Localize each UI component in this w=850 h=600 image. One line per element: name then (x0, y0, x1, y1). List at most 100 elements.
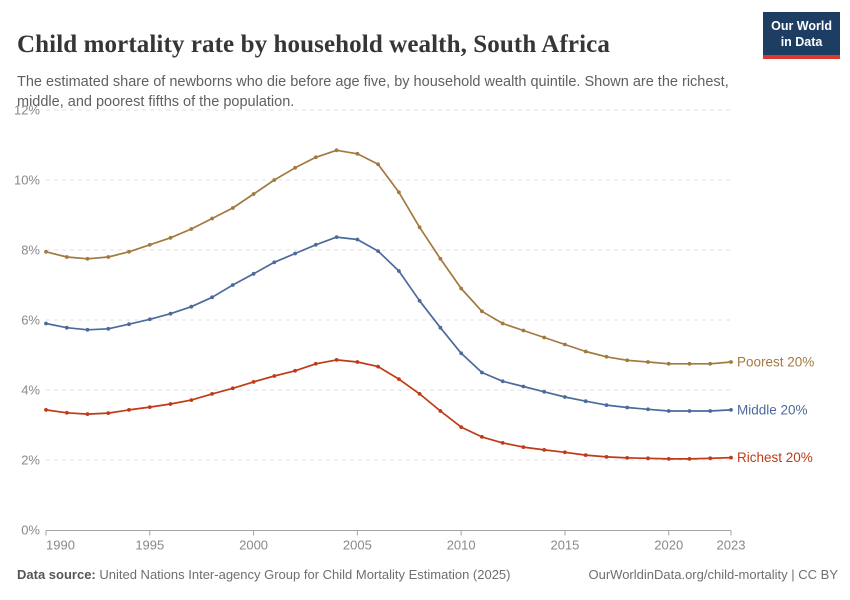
data-point-middle-20[interactable] (438, 325, 443, 330)
data-point-poorest-20[interactable] (521, 328, 526, 333)
data-point-richest-20[interactable] (106, 411, 111, 415)
data-point-richest-20[interactable] (189, 398, 194, 402)
data-point-richest-20[interactable] (604, 455, 609, 459)
data-point-middle-20[interactable] (646, 407, 650, 412)
data-point-poorest-20[interactable] (666, 361, 671, 366)
data-point-middle-20[interactable] (64, 325, 69, 330)
data-point-poorest-20[interactable] (708, 361, 713, 366)
data-point-poorest-20[interactable] (646, 360, 650, 364)
data-point-middle-20[interactable] (189, 304, 194, 309)
data-point-poorest-20[interactable] (480, 309, 484, 314)
data-point-richest-20[interactable] (44, 408, 48, 412)
data-point-middle-20[interactable] (563, 395, 567, 399)
series-line-richest-20[interactable] (45, 359, 732, 460)
data-point-middle-20[interactable] (313, 242, 318, 247)
data-point-poorest-20[interactable] (583, 349, 588, 354)
data-point-middle-20[interactable] (147, 317, 152, 322)
data-point-richest-20[interactable] (500, 441, 505, 445)
data-point-poorest-20[interactable] (106, 255, 111, 259)
data-point-poorest-20[interactable] (397, 190, 401, 195)
data-point-middle-20[interactable] (417, 298, 422, 303)
data-point-middle-20[interactable] (251, 271, 256, 276)
data-point-poorest-20[interactable] (85, 256, 90, 261)
data-point-richest-20[interactable] (666, 457, 671, 461)
data-point-richest-20[interactable] (708, 456, 713, 461)
data-point-richest-20[interactable] (147, 405, 152, 409)
data-point-middle-20[interactable] (480, 370, 484, 375)
data-point-richest-20[interactable] (334, 358, 339, 362)
data-point-middle-20[interactable] (604, 403, 609, 407)
data-point-poorest-20[interactable] (251, 192, 256, 196)
data-point-richest-20[interactable] (459, 425, 464, 429)
data-point-richest-20[interactable] (355, 360, 360, 364)
data-point-middle-20[interactable] (397, 269, 401, 273)
data-point-poorest-20[interactable] (625, 358, 630, 363)
data-point-poorest-20[interactable] (687, 361, 692, 366)
data-point-richest-20[interactable] (168, 402, 173, 406)
data-point-richest-20[interactable] (313, 361, 318, 366)
data-point-middle-20[interactable] (106, 326, 111, 331)
data-point-poorest-20[interactable] (355, 151, 360, 156)
data-point-poorest-20[interactable] (272, 178, 277, 182)
data-point-poorest-20[interactable] (168, 235, 173, 240)
data-point-richest-20[interactable] (521, 445, 526, 449)
data-point-poorest-20[interactable] (542, 335, 547, 340)
data-point-middle-20[interactable] (44, 321, 48, 326)
data-point-richest-20[interactable] (563, 450, 567, 455)
data-point-middle-20[interactable] (708, 409, 713, 413)
series-label-poorest-20[interactable]: Poorest 20% (737, 355, 814, 370)
data-point-middle-20[interactable] (500, 379, 505, 384)
data-point-middle-20[interactable] (168, 311, 173, 316)
data-point-poorest-20[interactable] (459, 286, 464, 291)
data-point-middle-20[interactable] (85, 327, 90, 332)
data-point-richest-20[interactable] (293, 368, 297, 373)
data-point-middle-20[interactable] (230, 283, 235, 287)
data-point-middle-20[interactable] (376, 249, 380, 254)
series-line-poorest-20[interactable] (45, 149, 732, 365)
data-point-poorest-20[interactable] (417, 225, 422, 230)
data-point-richest-20[interactable] (438, 409, 443, 413)
data-point-middle-20[interactable] (355, 237, 360, 242)
data-point-middle-20[interactable] (210, 295, 215, 300)
data-point-richest-20[interactable] (272, 374, 277, 378)
data-point-poorest-20[interactable] (230, 206, 235, 210)
data-point-richest-20[interactable] (417, 392, 422, 396)
data-point-poorest-20[interactable] (438, 256, 443, 261)
data-point-poorest-20[interactable] (210, 216, 215, 221)
data-point-richest-20[interactable] (480, 435, 484, 439)
data-point-richest-20[interactable] (625, 456, 630, 460)
data-point-middle-20[interactable] (729, 408, 733, 412)
data-point-richest-20[interactable] (230, 386, 235, 391)
data-point-middle-20[interactable] (583, 399, 588, 404)
data-point-poorest-20[interactable] (604, 354, 609, 359)
data-point-richest-20[interactable] (251, 380, 256, 384)
data-point-richest-20[interactable] (583, 453, 588, 457)
owid-url-license[interactable]: OurWorldinData.org/child-mortality | CC … (588, 567, 839, 582)
data-point-richest-20[interactable] (210, 392, 215, 396)
data-point-middle-20[interactable] (293, 251, 297, 256)
data-point-middle-20[interactable] (459, 351, 464, 356)
data-point-richest-20[interactable] (85, 412, 90, 416)
data-point-poorest-20[interactable] (189, 227, 194, 231)
data-point-richest-20[interactable] (64, 410, 69, 415)
data-point-middle-20[interactable] (625, 405, 630, 410)
data-point-middle-20[interactable] (521, 384, 526, 389)
data-point-middle-20[interactable] (127, 322, 131, 327)
data-point-poorest-20[interactable] (293, 165, 297, 170)
data-point-middle-20[interactable] (542, 389, 547, 394)
data-point-poorest-20[interactable] (147, 242, 152, 247)
data-point-middle-20[interactable] (334, 235, 339, 240)
data-point-poorest-20[interactable] (376, 162, 380, 167)
data-point-richest-20[interactable] (542, 448, 547, 452)
data-point-poorest-20[interactable] (334, 148, 339, 153)
owid-logo[interactable]: Our World in Data (763, 12, 840, 59)
data-point-poorest-20[interactable] (44, 249, 48, 254)
data-point-richest-20[interactable] (127, 408, 131, 412)
data-point-middle-20[interactable] (687, 409, 692, 413)
data-point-richest-20[interactable] (646, 456, 650, 461)
series-line-middle-20[interactable] (45, 236, 732, 412)
data-point-richest-20[interactable] (376, 364, 380, 369)
data-point-richest-20[interactable] (397, 377, 401, 381)
data-point-poorest-20[interactable] (563, 342, 567, 347)
data-point-poorest-20[interactable] (729, 360, 733, 364)
